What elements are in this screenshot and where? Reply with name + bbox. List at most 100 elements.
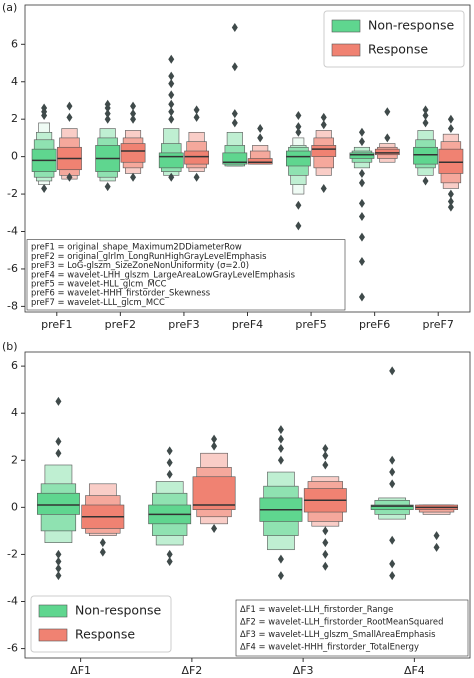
annotation: preF1 = original_shape_Maximum2DDiameter…: [31, 242, 242, 252]
x-tick-label: preF7: [423, 318, 454, 331]
outlier: [384, 133, 391, 143]
outlier: [66, 101, 73, 111]
outlier: [422, 110, 429, 120]
outlier: [295, 122, 302, 132]
annotation-box: [235, 599, 469, 657]
outlier: [166, 556, 173, 566]
y-tick-label: 2: [11, 453, 18, 466]
outlier: [99, 547, 106, 557]
outlier: [322, 460, 329, 470]
legend-label: Non-response: [75, 603, 162, 618]
outlier: [320, 183, 327, 193]
outlier: [358, 137, 365, 147]
outlier: [447, 189, 454, 199]
outlier: [277, 434, 284, 444]
y-tick-label: 0: [11, 500, 18, 513]
outlier: [358, 212, 365, 222]
legend-swatch: [331, 43, 361, 57]
outlier: [277, 455, 284, 465]
outlier: [41, 103, 48, 113]
y-tick-label: -8: [7, 299, 18, 312]
boxen-level: [349, 152, 375, 159]
plot-frame: [24, 351, 471, 659]
legend-swatch: [38, 628, 68, 642]
outlier: [320, 112, 327, 122]
outlier: [277, 571, 284, 581]
y-tick-label: 4: [11, 75, 18, 88]
y-tick-label: -2: [7, 187, 18, 200]
legend-swatch: [38, 604, 68, 618]
annotation: preF4 = wavelet-LHH_glszm_LargeAreaLowGr…: [31, 269, 295, 279]
outlier: [193, 112, 200, 122]
outlier: [447, 114, 454, 124]
outlier: [130, 172, 137, 182]
boxen-level: [438, 148, 464, 174]
outlier: [389, 366, 396, 376]
boxen-level: [311, 145, 337, 157]
outlier: [211, 434, 218, 444]
outlier: [295, 127, 302, 137]
outlier: [41, 183, 48, 193]
outlier: [104, 99, 111, 109]
outlier: [104, 109, 111, 119]
outlier: [193, 172, 200, 182]
outlier: [389, 571, 396, 581]
outlier: [168, 90, 175, 100]
outlier: [389, 479, 396, 489]
annotation: preF3 = LoG-glszm_SizeZoneNonUniformity …: [31, 260, 249, 270]
outlier: [358, 198, 365, 208]
outlier: [277, 444, 284, 454]
outlier: [130, 114, 137, 124]
outlier: [55, 436, 62, 446]
outlier: [295, 110, 302, 120]
outlier: [55, 571, 62, 581]
outlier: [193, 105, 200, 115]
annotation-box: [26, 239, 346, 311]
outlier: [322, 538, 329, 548]
x-tick-label: preF3: [168, 318, 199, 331]
outlier: [358, 232, 365, 242]
y-tick-label: -6: [7, 262, 18, 275]
outlier: [433, 542, 440, 552]
panel-label: (a): [2, 1, 17, 14]
x-tick-label: preF6: [359, 318, 390, 331]
outlier: [322, 444, 329, 454]
outlier: [55, 556, 62, 566]
outlier: [277, 554, 284, 564]
outlier: [322, 549, 329, 559]
outlier: [99, 538, 106, 548]
x-tick-label: ΔF2: [181, 664, 202, 677]
y-tick-label: 0: [11, 150, 18, 163]
boxen-level: [222, 152, 248, 165]
y-tick-label: 2: [11, 112, 18, 125]
x-tick-label: preF1: [41, 318, 72, 331]
annotation: preF7 = wavelet-LLL_glcm_MCC: [31, 297, 165, 307]
outlier: [384, 107, 391, 117]
outlier: [447, 197, 454, 207]
legend-label: Response: [368, 42, 428, 57]
y-tick-label: 6: [11, 359, 18, 372]
boxen-level: [184, 150, 209, 165]
outlier: [104, 182, 111, 192]
x-tick-label: preF5: [295, 318, 326, 331]
outlier: [166, 458, 173, 468]
plot-frame: [24, 4, 471, 313]
outlier: [358, 178, 365, 188]
boxen-level: [286, 150, 311, 167]
outlier: [389, 559, 396, 569]
legend-label: Non-response: [368, 18, 455, 33]
outlier: [422, 118, 429, 128]
outlier: [66, 112, 73, 122]
outlier: [166, 549, 173, 559]
annotation: preF6 = wavelet-HHH_firstorder_Skewness: [31, 288, 210, 298]
boxen-level: [120, 143, 146, 163]
y-tick-label: 6: [11, 37, 18, 50]
outlier: [55, 448, 62, 458]
outlier: [66, 172, 73, 182]
outlier: [168, 71, 175, 81]
x-tick-label: ΔF4: [404, 664, 425, 677]
outlier: [358, 127, 365, 137]
outlier: [168, 172, 175, 182]
annotation: preF2 = original_glrlm_LongRunHighGrayLe…: [31, 251, 266, 261]
